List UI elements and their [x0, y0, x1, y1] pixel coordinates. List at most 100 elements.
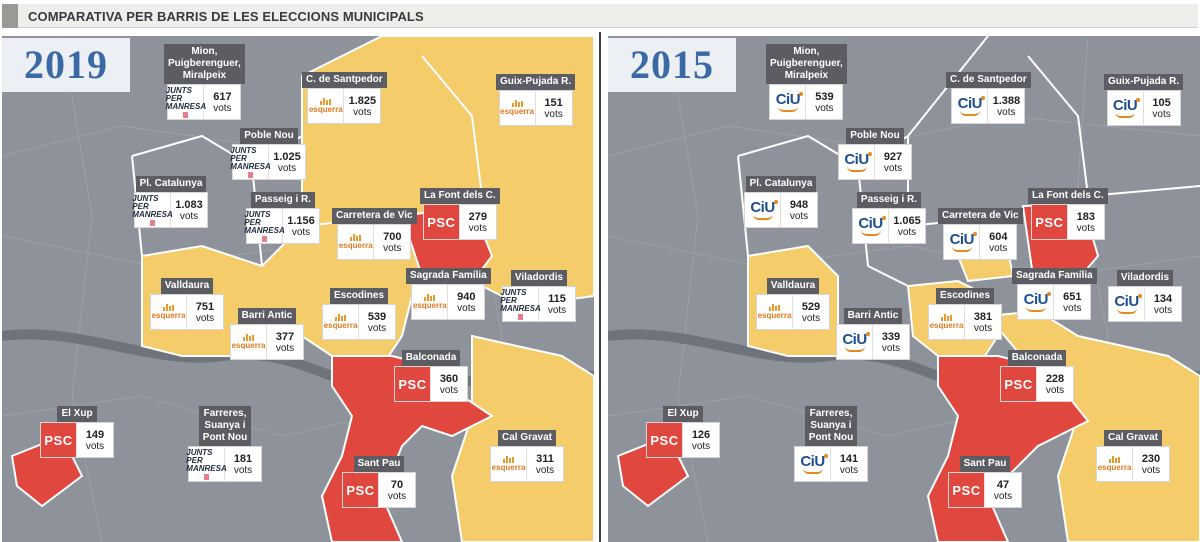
vote-unit: vots	[973, 322, 993, 334]
psc-logo: PSC	[1001, 367, 1037, 401]
vote-unit: vots	[881, 342, 901, 354]
district-label: Barri Antic esquerra 377 vots	[230, 308, 304, 360]
esquerra-logo-text: esquerra	[500, 107, 534, 116]
result-box: JUNTS PER MANRESA 1.025 vots	[230, 144, 306, 180]
ciu-logo-text: CiU	[842, 331, 867, 348]
district-name: Mion, Puigberenguer, Miralpeix	[164, 44, 245, 84]
junts-logo: JUNTS PER MANRESA	[230, 145, 271, 179]
vote-unit: vots	[1141, 464, 1161, 476]
esquerra-logo-text: esquerra	[151, 311, 186, 320]
esquerra-logo: esquerra	[757, 295, 793, 329]
ciu-logo-text: CiU	[1023, 291, 1049, 308]
esquerra-logo: esquerra	[323, 305, 359, 339]
ciu-logo-text: CiU	[1114, 293, 1139, 310]
vote-count: 539	[815, 90, 834, 103]
district-name: C. de Santpedor	[946, 72, 1031, 88]
district-label: Valldaura esquerra 751 vots	[150, 278, 224, 330]
junts-logo-line2: MANRESA	[132, 209, 173, 219]
district-label: Carretera de Vic esquerra 700 vots	[332, 208, 417, 260]
district-name: Balconada	[1007, 350, 1067, 366]
map-panel-2019: 2019 Mion, Puigberenguer, Miralpeix JUNTS P…	[2, 36, 594, 542]
district-name: Balconada	[401, 350, 461, 366]
district-label: Valldaura esquerra 529 vots	[756, 278, 830, 330]
map-panel-2015: 2015 Mion, Puigberenguer, Miralpeix CiU 539 v…	[608, 36, 1200, 542]
ciu-logo-text: CiU	[957, 95, 983, 112]
district-label: Pl. Catalunya JUNTS PER MANRESA 1.083 vots	[132, 176, 208, 228]
esquerra-logo: esquerra	[338, 225, 375, 259]
district-label: Balconada PSC 360 vots	[394, 350, 468, 402]
esquerra-logo-text: esquerra	[412, 301, 447, 310]
result-box: JUNTS PER MANRESA 115 vots	[500, 286, 576, 322]
esquerra-logo-text: esquerra	[338, 241, 373, 250]
vote-unit: vots	[535, 464, 555, 476]
district-name: Barri Antic	[843, 308, 903, 324]
vote-unit: vots	[815, 102, 834, 114]
district-name: El Xup	[663, 406, 703, 422]
ciu-logo-text: CiU	[1112, 97, 1138, 114]
district-name: Valldaura	[766, 278, 820, 294]
vote-count: 47	[996, 478, 1010, 491]
psc-logo: PSC	[343, 473, 379, 507]
vote-unit: vots	[989, 242, 1008, 254]
vote-count: 948	[789, 198, 809, 211]
vote-unit: vots	[801, 312, 821, 324]
district-name: Guix-Pujada R.	[1104, 74, 1184, 90]
vote-count: 539	[367, 310, 387, 323]
vote-unit: vots	[839, 464, 859, 476]
junts-logo-line1: JUNTS PER	[186, 447, 213, 465]
panel-divider	[599, 32, 601, 542]
district-label: La Font dels C. PSC 183 vots	[1028, 188, 1108, 240]
junts-logo: JUNTS PER MANRESA	[244, 209, 285, 243]
ciu-logo: CiU	[944, 225, 981, 259]
district-label: Cal Gravat esquerra 311 vots	[490, 430, 564, 482]
psc-logo: PSC	[1031, 205, 1068, 239]
vote-count: 181	[233, 452, 253, 465]
psc-logo: PSC	[41, 423, 77, 457]
district-name: La Font dels C.	[1028, 188, 1108, 204]
vote-count: 279	[468, 210, 487, 223]
esquerra-logo: esquerra	[499, 91, 536, 125]
vote-count: 360	[439, 372, 459, 385]
district-label: Pl. Catalunya CiU 948 vots	[744, 176, 818, 228]
district-name: Farreres, Suanya i Pont Nou	[198, 406, 252, 446]
result-box: JUNTS PER MANRESA 1.083 vots	[132, 192, 208, 228]
junts-logo-line1: JUNTS PER	[230, 145, 257, 163]
vote-unit: vots	[275, 342, 295, 354]
vote-count: 1.083	[175, 198, 203, 211]
result-box: esquerra 539 vots	[322, 304, 396, 340]
result-box: esquerra 529 vots	[756, 294, 830, 330]
result-box: CiU 604 vots	[943, 224, 1018, 260]
year-badge: 2015	[608, 38, 736, 92]
psc-logo: PSC	[647, 423, 683, 457]
page-header: COMPARATIVA PER BARRIS DE LES ELECCIONS …	[2, 4, 1198, 28]
psc-logo: PSC	[395, 367, 431, 401]
junts-logo-line2: MANRESA	[165, 101, 207, 111]
ciu-logo-text: CiU	[775, 91, 801, 108]
ciu-logo-text: CiU	[800, 453, 825, 470]
district-label: Mion, Puigberenguer, Miralpeix CiU 539 vots	[766, 44, 847, 120]
result-box: JUNTS PER MANRESA 617 vots	[165, 84, 242, 120]
result-box: esquerra 700 vots	[337, 224, 412, 260]
district-label: Passeig i R. JUNTS PER MANRESA 1.156 vots	[244, 192, 320, 244]
district-name: Viladordis	[510, 270, 568, 286]
result-box: esquerra 311 vots	[490, 446, 564, 482]
district-name: Poble Nou	[240, 128, 298, 144]
district-label: El Xup PSC 149 vots	[40, 406, 114, 458]
ciu-logo: CiU	[770, 85, 807, 119]
district-name: Carretera de Vic	[938, 208, 1023, 224]
vote-count: 940	[457, 290, 476, 303]
vote-count: 377	[275, 330, 295, 343]
district-label: Viladordis JUNTS PER MANRESA 115 vots	[500, 270, 576, 322]
vote-count: 115	[548, 292, 566, 305]
junts-logo-line2: MANRESA	[244, 225, 285, 235]
district-name: Mion, Puigberenguer, Miralpeix	[766, 44, 847, 84]
district-label: Poble Nou JUNTS PER MANRESA 1.025 vots	[230, 128, 306, 180]
vote-unit: vots	[439, 384, 459, 396]
junts-logo-line1: JUNTS PER	[500, 287, 527, 305]
vote-count: 1.065	[893, 214, 921, 227]
year-badge: 2019	[2, 38, 130, 92]
esquerra-logo: esquerra	[231, 325, 267, 359]
district-name: Barri Antic	[237, 308, 297, 324]
result-box: PSC 360 vots	[394, 366, 468, 402]
result-box: esquerra 940 vots	[411, 284, 486, 320]
